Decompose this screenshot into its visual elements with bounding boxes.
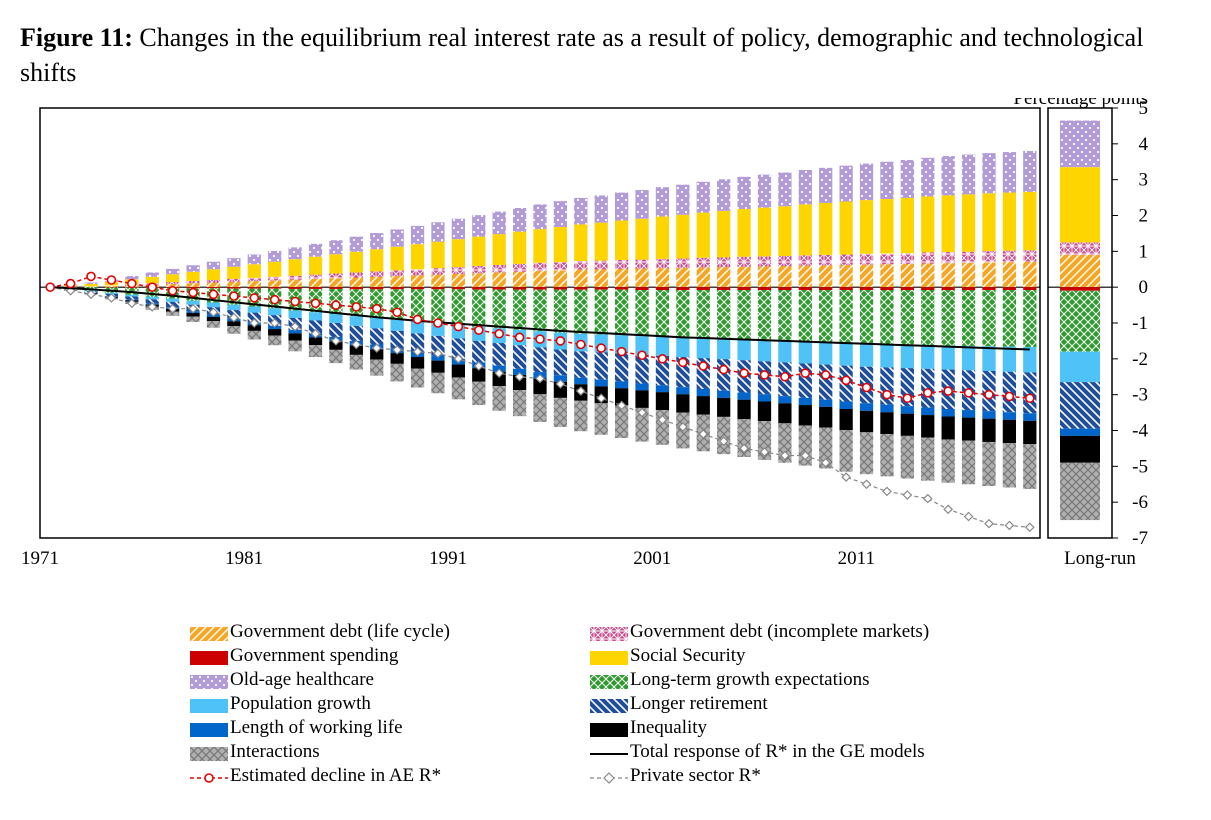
- svg-text:0: 0: [1139, 277, 1149, 298]
- legend-label: Long-term growth expectations: [630, 669, 870, 691]
- legend-label: Estimated decline in AE R*: [230, 765, 441, 787]
- legend-label: Social Security: [630, 645, 746, 667]
- legend-swatch: [190, 673, 228, 687]
- legend-item-inequality: Inequality: [590, 717, 1070, 739]
- stacked-bar-chart: -7-6-5-4-3-2-1012345Percentage points197…: [20, 98, 1150, 608]
- legend-label: Population growth: [230, 693, 371, 715]
- legend-swatch: [190, 721, 228, 735]
- legend-swatch: [590, 721, 628, 735]
- legend-label: Interactions: [230, 741, 320, 763]
- svg-text:2011: 2011: [838, 548, 875, 569]
- svg-text:1991: 1991: [429, 548, 467, 569]
- figure-title: Figure 11: Changes in the equilibrium re…: [20, 20, 1191, 90]
- svg-text:3: 3: [1139, 170, 1149, 191]
- legend-swatch: [590, 673, 628, 687]
- svg-text:-2: -2: [1132, 349, 1148, 370]
- legend-item-gov_debt_lifecycle: Government debt (life cycle): [190, 621, 590, 643]
- figure-container: Figure 11: Changes in the equilibrium re…: [20, 20, 1191, 787]
- legend-label: Length of working life: [230, 717, 403, 739]
- legend-label: Inequality: [630, 717, 707, 739]
- legend-label: Private sector R*: [630, 765, 761, 787]
- legend-label: Total response of R* in the GE models: [630, 741, 925, 763]
- legend-item-interactions: Interactions: [190, 741, 590, 763]
- legend-swatch: [190, 697, 228, 711]
- svg-text:1: 1: [1139, 242, 1149, 263]
- legend-label: Longer retirement: [630, 693, 768, 715]
- svg-text:2001: 2001: [633, 548, 671, 569]
- legend-item-gov_spending: Government spending: [190, 645, 590, 667]
- legend-swatch: [190, 649, 228, 663]
- legend-item-long_term_growth: Long-term growth expectations: [590, 669, 1070, 691]
- legend: Government debt (life cycle) Government d…: [190, 621, 1191, 787]
- svg-text:-1: -1: [1132, 313, 1148, 334]
- legend-swatch: [590, 649, 628, 663]
- svg-text:1971: 1971: [21, 548, 59, 569]
- legend-swatch: [190, 745, 228, 759]
- legend-item-working_life: Length of working life: [190, 717, 590, 739]
- legend-item-estimated_decline: Estimated decline in AE R*: [190, 765, 590, 787]
- legend-swatch: [590, 745, 628, 759]
- legend-label: Government debt (life cycle): [230, 621, 450, 643]
- legend-swatch: [590, 625, 628, 639]
- legend-label: Government spending: [230, 645, 398, 667]
- figure-title-text: Changes in the equilibrium real interest…: [20, 23, 1143, 87]
- legend-swatch: [590, 697, 628, 711]
- legend-swatch: [190, 625, 228, 639]
- legend-item-total_response: Total response of R* in the GE models: [590, 741, 1070, 763]
- svg-text:2: 2: [1139, 206, 1149, 227]
- legend-item-old_age_healthcare: Old-age healthcare: [190, 669, 590, 691]
- figure-number: Figure 11:: [20, 23, 133, 52]
- svg-text:-4: -4: [1132, 421, 1148, 442]
- svg-text:1981: 1981: [225, 548, 263, 569]
- svg-text:-5: -5: [1132, 457, 1148, 478]
- svg-text:4: 4: [1139, 134, 1149, 155]
- legend-label: Government debt (incomplete markets): [630, 621, 929, 643]
- svg-text:-3: -3: [1132, 385, 1148, 406]
- legend-item-longer_retirement: Longer retirement: [590, 693, 1070, 715]
- legend-label: Old-age healthcare: [230, 669, 374, 691]
- legend-item-social_security: Social Security: [590, 645, 1070, 667]
- legend-item-private_sector: Private sector R*: [590, 765, 1070, 787]
- legend-item-gov_debt_incomplete: Government debt (incomplete markets): [590, 621, 1070, 643]
- svg-text:-7: -7: [1132, 528, 1148, 549]
- legend-swatch: [190, 769, 228, 783]
- svg-text:-6: -6: [1132, 492, 1148, 513]
- svg-text:Long-run: Long-run: [1064, 548, 1136, 569]
- legend-swatch: [590, 769, 628, 783]
- chart-wrapper: -7-6-5-4-3-2-1012345Percentage points197…: [20, 98, 1191, 613]
- legend-item-population_growth: Population growth: [190, 693, 590, 715]
